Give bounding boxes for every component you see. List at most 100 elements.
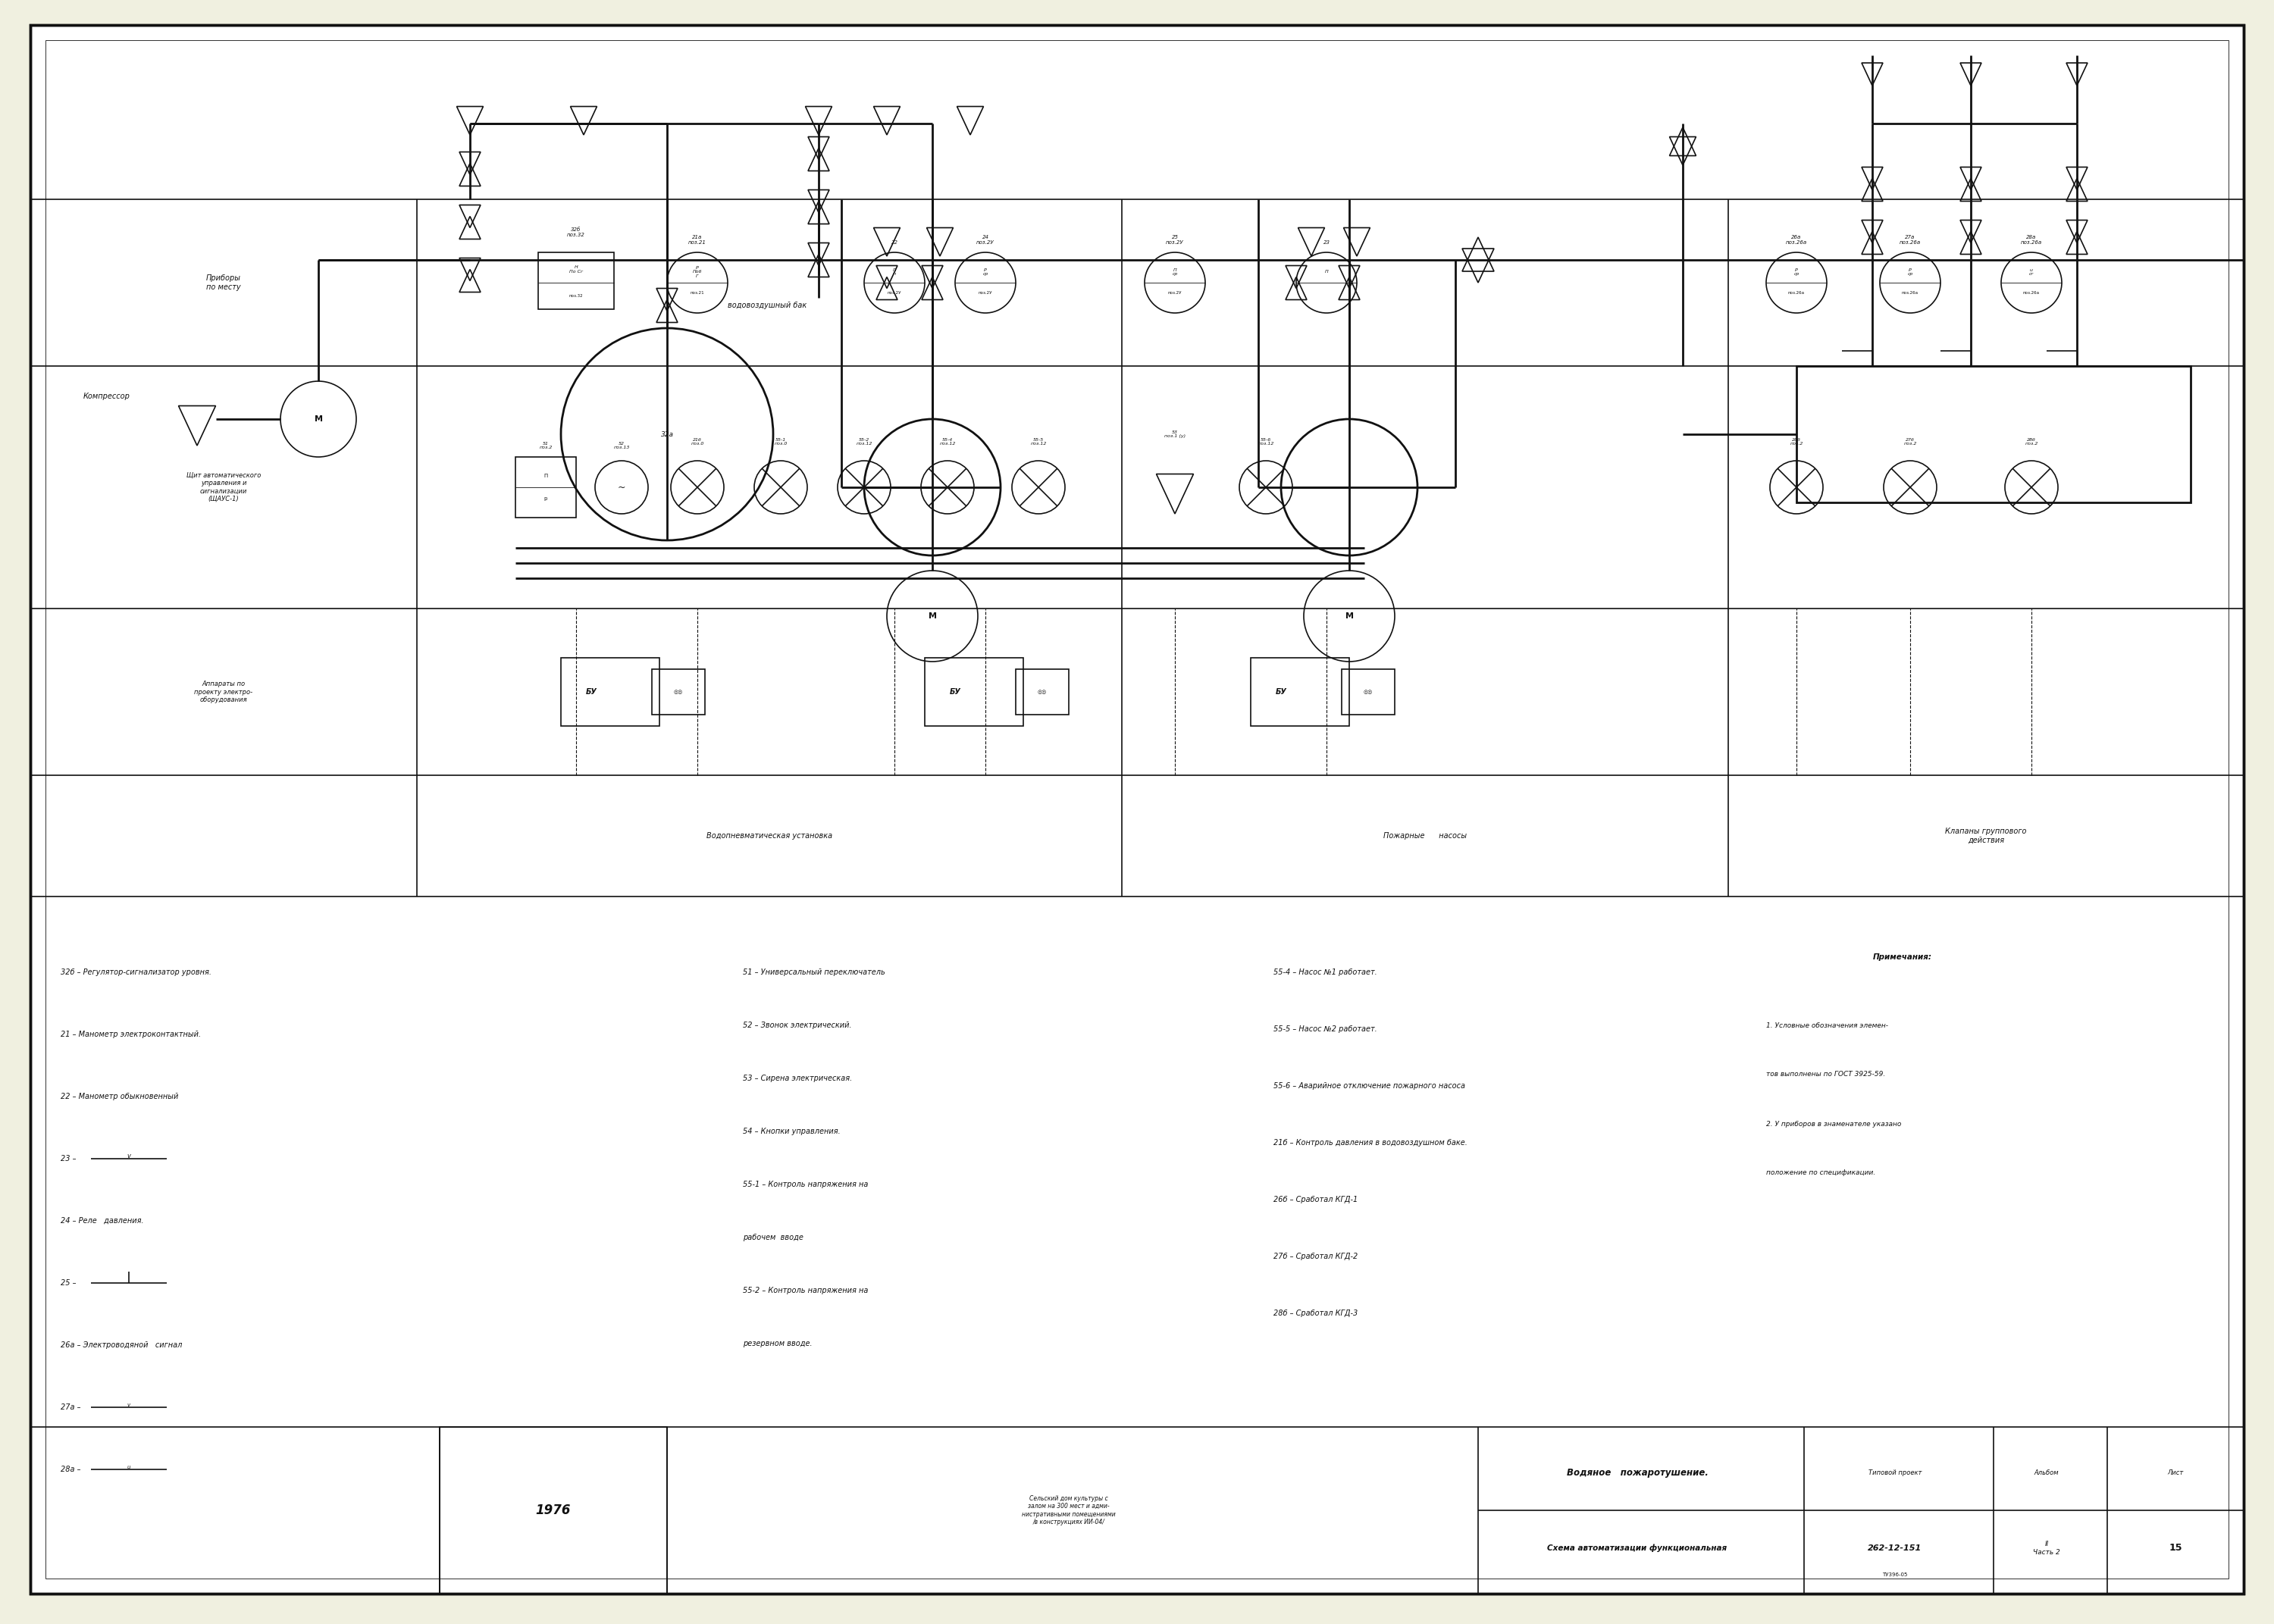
Text: 28б – Сработал КГД-3: 28б – Сработал КГД-3 <box>1273 1309 1358 1317</box>
Text: Водопневматическая установка: Водопневматическая установка <box>707 831 832 840</box>
Text: БУ: БУ <box>1276 689 1287 695</box>
Text: 32а: 32а <box>659 430 673 437</box>
Text: Р
Поб
Г: Р Поб Г <box>694 266 703 278</box>
Text: 28а
поз.26а: 28а поз.26а <box>2022 235 2042 245</box>
Text: 27б
поз.2: 27б поз.2 <box>1903 438 1917 447</box>
Bar <box>516 456 575 518</box>
Text: 55-6
поз.12: 55-6 поз.12 <box>1258 438 1273 447</box>
Text: Пожарные      насосы: Пожарные насосы <box>1383 831 1467 840</box>
Text: положение по спецификации.: положение по спецификации. <box>1767 1169 1876 1176</box>
Text: 53
поз.1 (у): 53 поз.1 (у) <box>1164 430 1185 438</box>
Text: u: u <box>127 1465 130 1470</box>
Text: поз.2У: поз.2У <box>1169 291 1182 296</box>
Text: 52 – Звонок электрический.: 52 – Звонок электрический. <box>744 1021 853 1030</box>
Text: 55-6 – Аварийное отключение пожарного насоса: 55-6 – Аварийное отключение пожарного на… <box>1273 1082 1464 1090</box>
Text: 28а –: 28а – <box>61 1465 82 1473</box>
Text: M: M <box>1346 612 1353 620</box>
Text: 25
поз.2У: 25 поз.2У <box>1167 235 1185 245</box>
Text: 27а –: 27а – <box>61 1403 82 1411</box>
Text: 26а – Электроводяной   сигнал: 26а – Электроводяной сигнал <box>61 1341 182 1350</box>
Text: Альбом: Альбом <box>2035 1470 2058 1476</box>
Text: 55-2 – Контроль напряжения на: 55-2 – Контроль напряжения на <box>744 1286 869 1294</box>
Text: поз.26а: поз.26а <box>1901 291 1919 296</box>
Text: Клапаны группового
действия: Клапаны группового действия <box>1944 828 2026 844</box>
Text: 23 –: 23 – <box>61 1155 77 1163</box>
Text: 53 – Сирена электрическая.: 53 – Сирена электрическая. <box>744 1075 853 1082</box>
Text: ◎◎: ◎◎ <box>1037 690 1046 693</box>
Text: 26б – Сработал КГД-1: 26б – Сработал КГД-1 <box>1273 1195 1358 1203</box>
Text: 22: 22 <box>891 240 898 245</box>
Text: M: M <box>928 612 937 620</box>
Text: рабочем  вводе: рабочем вводе <box>744 1234 803 1241</box>
Text: 51 – Универсальный переключатель: 51 – Универсальный переключатель <box>744 968 885 976</box>
Text: р: р <box>543 497 548 500</box>
Text: Примечания:: Примечания: <box>1874 953 1933 961</box>
Text: ◎◎: ◎◎ <box>673 690 682 693</box>
Text: поз.32: поз.32 <box>568 294 582 297</box>
Text: 21б
поз.0: 21б поз.0 <box>691 438 705 447</box>
Text: 2. У приборов в знаменателе указано: 2. У приборов в знаменателе указано <box>1767 1121 1901 1127</box>
Text: 55-2
поз.12: 55-2 поз.12 <box>855 438 873 447</box>
Text: 1976: 1976 <box>537 1504 571 1517</box>
Text: Щит автоматического
управления и
сигнализации
(ЩАУС-1): Щит автоматического управления и сигнали… <box>186 473 262 502</box>
Text: II
Часть 2: II Часть 2 <box>2033 1541 2060 1556</box>
Text: П
ср: П ср <box>1171 268 1178 276</box>
Text: 262-12-151: 262-12-151 <box>1867 1544 1922 1553</box>
Text: M: M <box>314 416 323 422</box>
Text: 24 – Реле   давления.: 24 – Реле давления. <box>61 1216 143 1224</box>
Text: П: П <box>1326 270 1328 274</box>
Text: ТУ396-05: ТУ396-05 <box>1883 1572 1908 1577</box>
Text: 26б
поз.2: 26б поз.2 <box>1790 438 1803 447</box>
Text: тов выполнены по ГОСТ 3925-59.: тов выполнены по ГОСТ 3925-59. <box>1767 1072 1885 1078</box>
Bar <box>653 669 705 715</box>
Text: Приборы
по месту: Приборы по месту <box>207 274 241 291</box>
Text: 27а
поз.26а: 27а поз.26а <box>1899 235 1922 245</box>
Text: 27б – Сработал КГД-2: 27б – Сработал КГД-2 <box>1273 1252 1358 1260</box>
Text: 54 – Кнопки управления.: 54 – Кнопки управления. <box>744 1127 841 1135</box>
Text: поз.26а: поз.26а <box>1787 291 1806 296</box>
Text: 55-1 – Контроль напряжения на: 55-1 – Контроль напряжения на <box>744 1181 869 1189</box>
Text: 55-4
поз.12: 55-4 поз.12 <box>939 438 955 447</box>
Text: 26а
поз.26а: 26а поз.26а <box>1785 235 1808 245</box>
Bar <box>926 658 1023 726</box>
Text: 25 –: 25 – <box>61 1280 77 1286</box>
Text: v: v <box>127 1403 130 1408</box>
Text: 51
поз.2: 51 поз.2 <box>539 442 553 450</box>
Text: 22 – Манометр обыкновенный: 22 – Манометр обыкновенный <box>61 1093 177 1101</box>
Bar <box>1796 365 2190 502</box>
Bar <box>439 1427 666 1593</box>
Text: Аппараты по
проекту электро-
оборудования: Аппараты по проекту электро- оборудовани… <box>193 680 252 703</box>
Text: БУ: БУ <box>951 689 960 695</box>
Text: поз.2У: поз.2У <box>887 291 901 296</box>
Text: 21а
поз.21: 21а поз.21 <box>689 235 707 245</box>
Bar <box>1342 669 1394 715</box>
Text: ~: ~ <box>619 482 625 492</box>
Text: поз.26а: поз.26а <box>2024 291 2040 296</box>
Text: 24
поз.2У: 24 поз.2У <box>976 235 994 245</box>
Text: 21б – Контроль давления в водовоздушном баке.: 21б – Контроль давления в водовоздушном … <box>1273 1138 1467 1147</box>
Bar <box>30 1427 2244 1593</box>
Text: поз.21: поз.21 <box>691 291 705 296</box>
Text: Р
ср: Р ср <box>1794 268 1799 276</box>
Text: Н
По Сг: Н По Сг <box>568 265 582 273</box>
Text: ◎◎: ◎◎ <box>1364 690 1373 693</box>
Text: 1. Условные обозначения элемен-: 1. Условные обозначения элемен- <box>1767 1021 1887 1028</box>
Text: u
сг: u сг <box>2028 268 2033 276</box>
Text: П: П <box>543 474 548 477</box>
Text: 23: 23 <box>1323 240 1330 245</box>
Text: 52
поз.13: 52 поз.13 <box>614 442 630 450</box>
Bar <box>562 658 659 726</box>
Text: v: v <box>127 1153 130 1160</box>
Text: 32б – Регулятор-сигнализатор уровня.: 32б – Регулятор-сигнализатор уровня. <box>61 968 211 976</box>
Text: Компрессор: Компрессор <box>84 393 130 400</box>
Bar <box>1251 658 1348 726</box>
Text: 55-4 – Насос №1 работает.: 55-4 – Насос №1 работает. <box>1273 968 1378 976</box>
Text: Р
ср: Р ср <box>982 268 989 276</box>
Text: 55-5
поз.12: 55-5 поз.12 <box>1030 438 1046 447</box>
Text: поз.2У: поз.2У <box>978 291 991 296</box>
Bar <box>539 252 614 309</box>
Text: 32б
поз.32: 32б поз.32 <box>566 227 584 237</box>
Text: 15: 15 <box>2169 1543 2183 1553</box>
Text: Сельский дом культуры с
залом на 300 мест и адми-
нистративными помещениями
/в к: Сельский дом культуры с залом на 300 мес… <box>1021 1496 1117 1525</box>
Text: Типовой проект: Типовой проект <box>1869 1470 1922 1476</box>
